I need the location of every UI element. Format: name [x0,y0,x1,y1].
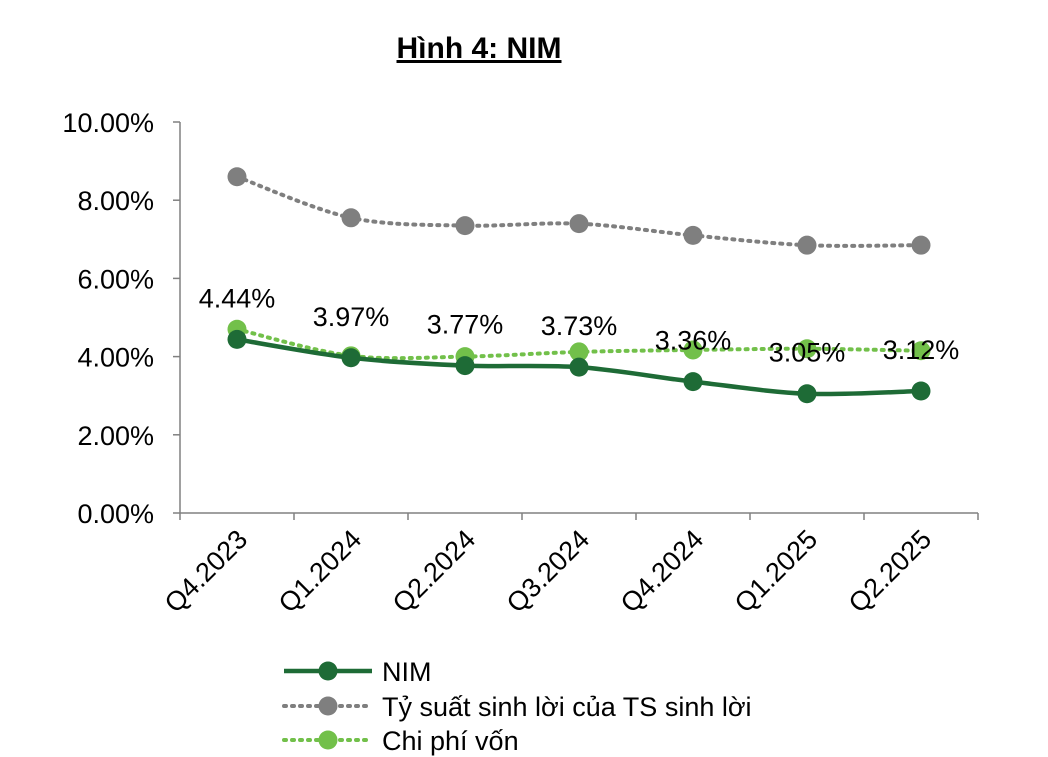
series-point-0 [569,357,589,377]
series-point-1 [683,225,703,245]
data-label: 3.05% [769,338,846,368]
data-label: 3.77% [427,310,504,340]
series-point-2 [797,339,817,359]
series-point-2 [569,342,589,362]
series-point-1 [227,167,247,187]
y-tick-label: 4.00% [77,343,154,373]
series-point-0 [797,384,817,404]
chart-title: Hình 4: NIM [397,32,562,65]
series-line-1 [235,174,923,248]
y-tick-label: 8.00% [77,186,154,216]
series-point-0 [341,348,361,368]
legend-marker-2 [318,730,338,750]
y-tick-label: 10.00% [62,108,154,138]
y-tick-label: 0.00% [77,499,154,529]
series-point-2 [683,340,703,360]
series-point-1 [911,235,931,255]
x-tick-label: Q1.2024 [273,524,367,618]
series-point-0 [227,329,247,349]
legend-marker-0 [318,661,338,681]
data-label: 4.44% [199,283,276,313]
x-tick-label: Q3.2024 [501,524,595,618]
series-point-1 [569,214,589,234]
series-point-1 [797,235,817,255]
legend-marker-1 [318,696,338,716]
series-point-0 [455,356,475,376]
x-tick-label: Q4.2023 [159,524,253,618]
legend: NIM Tỷ suất sinh lời của TS sinh lời Chi p… [282,657,752,756]
data-label: 3.73% [541,311,618,341]
series-point-0 [911,381,931,401]
data-labels: 4.44% 3.97% 3.77% 3.73% 3.36% 3.05% 3.12% [199,283,960,367]
series-point-1 [455,216,475,236]
legend-label-0: NIM [382,657,432,687]
x-tick-label: Q2.2024 [387,524,481,618]
legend-label-2: Chi phí vốn [382,726,519,756]
y-tick-label: 2.00% [77,421,154,451]
series-point-0 [683,372,703,392]
data-label: 3.12% [883,335,960,365]
data-label: 3.97% [313,302,390,332]
data-label: 3.36% [655,326,732,356]
series-point-2 [911,341,931,361]
legend-label-1: Tỷ suất sinh lời của TS sinh lời [382,692,752,722]
x-tick-label: Q1.2025 [729,524,823,618]
series-point-1 [341,208,361,228]
x-tick-label: Q2.2025 [843,524,937,618]
series-layer [227,167,931,404]
x-tick-label: Q4.2024 [615,524,709,618]
y-tick-label: 6.00% [77,264,154,294]
